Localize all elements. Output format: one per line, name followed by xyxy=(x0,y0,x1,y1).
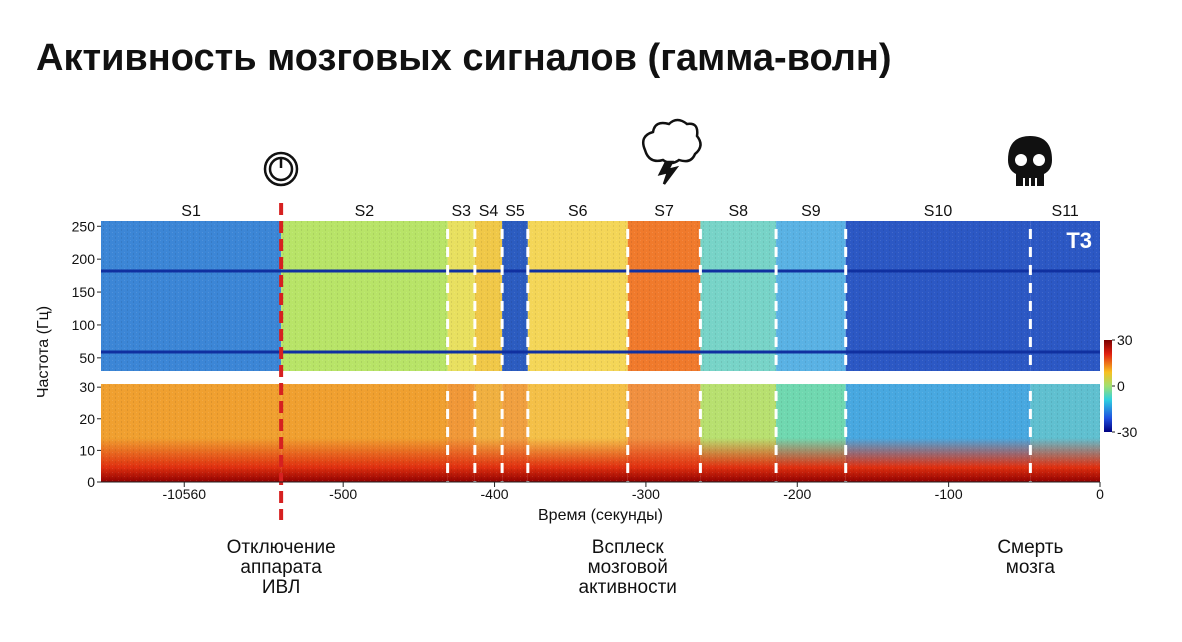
segment-label: S9 xyxy=(801,203,821,220)
x-tick-label: 0 xyxy=(1096,486,1104,502)
title: Активность мозговых сигналов (гамма-волн… xyxy=(36,37,892,79)
y-tick-label: 20 xyxy=(79,411,95,427)
x-axis-label: Время (секунды) xyxy=(538,507,663,524)
x-tick-label: -400 xyxy=(481,486,509,502)
annotation: ИВЛ xyxy=(262,577,301,598)
skull-icon xyxy=(1008,136,1052,186)
annotation: Отключение xyxy=(227,537,336,558)
power-icon xyxy=(263,151,299,187)
y-tick-label: 250 xyxy=(72,218,96,234)
segment-label: S2 xyxy=(355,203,375,220)
segment-label: S6 xyxy=(568,203,588,220)
y-tick-label: 200 xyxy=(72,251,96,267)
brain-icon xyxy=(642,118,702,185)
colorbar-tick-label: 0 xyxy=(1117,378,1125,394)
segment-label: S11 xyxy=(1052,203,1079,220)
x-tick-label: -200 xyxy=(783,486,811,502)
segment-label: S5 xyxy=(505,203,525,220)
colorbar-tick-label: -30 xyxy=(1117,424,1137,440)
texture xyxy=(101,221,1100,371)
y-tick-label: 100 xyxy=(72,317,96,333)
panel-label: T3 xyxy=(1066,228,1092,253)
y-tick-label: 50 xyxy=(79,350,95,366)
colorbar-tick-label: 30 xyxy=(1117,332,1133,348)
annotation: мозга xyxy=(1006,557,1056,578)
y-tick-label: 150 xyxy=(72,284,96,300)
annotation: Всплеск xyxy=(592,537,665,558)
colorbar xyxy=(1104,340,1112,432)
segment-label: S10 xyxy=(924,203,953,220)
x-tick-label: -300 xyxy=(632,486,660,502)
segment-label: S7 xyxy=(654,203,674,220)
y-axis-label: Частота (Гц) xyxy=(35,306,52,398)
texture xyxy=(101,384,1100,482)
spectrogram: S1 S2 S3 S4 S5 S6 S7 S8 S9 S10 S11 T3 -10560 -500 -400… xyxy=(35,203,1137,598)
segment-label: S1 xyxy=(181,203,201,220)
segment-label: S8 xyxy=(728,203,748,220)
annotation: Смерть xyxy=(997,537,1063,558)
x-tick-label: -10560 xyxy=(162,486,206,502)
y-tick-label: 0 xyxy=(87,474,95,490)
segment-label: S4 xyxy=(479,203,499,220)
segment-label: S3 xyxy=(451,203,471,220)
x-tick-label: -500 xyxy=(329,486,357,502)
annotation: аппарата xyxy=(240,557,322,578)
annotation: активности xyxy=(579,577,677,598)
annotation: мозговой xyxy=(588,557,668,578)
y-tick-label: 30 xyxy=(79,379,95,395)
x-tick-label: -100 xyxy=(935,486,963,502)
y-tick-label: 10 xyxy=(79,442,95,458)
